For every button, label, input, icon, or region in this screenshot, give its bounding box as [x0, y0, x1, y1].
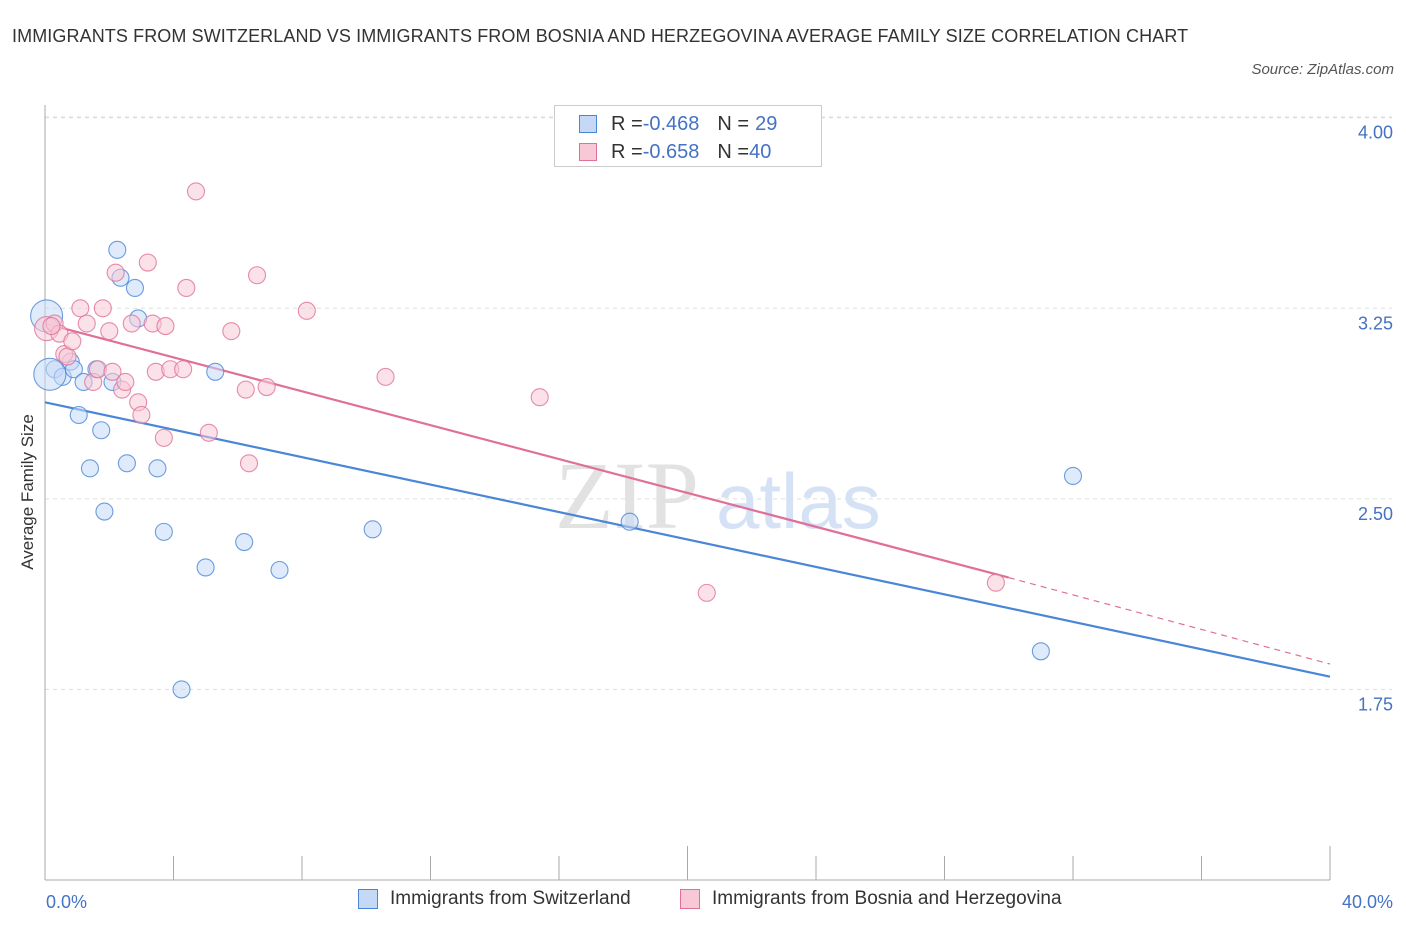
n-label: N =: [717, 140, 750, 163]
y-tick-label: 4.00: [1358, 123, 1393, 143]
trend-lines: [44, 322, 1331, 678]
chart-title: IMMIGRANTS FROM SWITZERLAND VS IMMIGRANT…: [12, 26, 1189, 46]
data-point-bosnia: [116, 372, 135, 392]
legend-item-bosnia: Immigrants from Bosnia and Herzegovina: [680, 888, 1062, 910]
n-value: 29: [755, 112, 778, 135]
legend-swatch-bosnia: [680, 889, 700, 909]
data-point-bosnia: [297, 301, 316, 320]
stats-row-bosnia: R = -0.658 N = 40: [579, 139, 771, 165]
data-point-bosnia: [42, 317, 61, 336]
data-point-bosnia: [71, 299, 90, 318]
y-axis-title: Average Family Size: [18, 414, 37, 570]
stats-row-switzerland: R = -0.468 N = 29: [579, 111, 777, 137]
swatch-bosnia: [579, 143, 597, 161]
y-tick-label: 3.25: [1358, 313, 1393, 333]
data-point-switzerland: [620, 512, 639, 531]
data-point-bosnia: [154, 428, 173, 447]
x-tick-label-min: 0.0%: [46, 892, 87, 912]
data-point-switzerland: [270, 560, 289, 580]
data-point-switzerland: [154, 522, 173, 541]
data-point-bosnia: [177, 278, 196, 298]
data-point-bosnia: [186, 182, 206, 201]
data-point-switzerland: [148, 459, 167, 478]
r-label: R =: [611, 112, 643, 135]
data-point-switzerland: [117, 454, 136, 473]
watermark-zip: ZIP: [555, 442, 699, 549]
data-point-bosnia: [174, 360, 193, 379]
data-point-bosnia: [63, 332, 82, 351]
trend-extension-bosnia: [1008, 577, 1331, 665]
data-point-bosnia: [58, 347, 77, 366]
data-point-bosnia: [103, 362, 122, 381]
data-point-switzerland: [33, 357, 67, 391]
gridlines: [45, 116, 1392, 690]
y-tick-label: 1.75: [1358, 694, 1393, 714]
data-point-bosnia: [93, 299, 112, 318]
legend-label-bosnia: Immigrants from Bosnia and Herzegovina: [712, 888, 1062, 909]
data-point-switzerland: [125, 278, 144, 298]
data-point-switzerland: [108, 240, 127, 259]
n-value: 40: [749, 140, 772, 163]
stats-legend: R = -0.468 N = 29 R = -0.658 N = 40: [554, 105, 822, 167]
data-point-bosnia: [239, 454, 259, 473]
data-point-bosnia: [199, 423, 218, 442]
y-tick-label: 2.50: [1358, 504, 1393, 524]
data-point-switzerland: [363, 520, 382, 539]
r-value: -0.658: [642, 140, 700, 163]
source-label: Source: ZipAtlas.com: [1251, 61, 1394, 78]
trend-line-switzerland: [44, 401, 1331, 678]
axes: [44, 105, 1331, 881]
data-point-switzerland: [1063, 466, 1083, 486]
data-point-bosnia: [138, 253, 157, 272]
x-tick-label-max: 40.0%: [1342, 892, 1393, 912]
data-point-switzerland: [206, 362, 225, 381]
data-point-bosnia: [222, 322, 241, 341]
watermark-atlas: atlas: [716, 457, 881, 545]
data-point-switzerland: [172, 680, 191, 699]
data-point-bosnia: [530, 388, 549, 407]
data-point-bosnia: [376, 367, 395, 386]
data-point-bosnia: [236, 380, 255, 399]
x-tick-labels: 0.0% 40.0%: [46, 892, 1393, 912]
data-point-switzerland: [1031, 642, 1050, 661]
y-tick-labels: 1.75 2.50 3.25 4.00: [1358, 123, 1393, 715]
data-point-bosnia: [247, 266, 267, 285]
data-point-switzerland: [69, 405, 88, 425]
data-point-bosnia: [122, 314, 141, 333]
data-point-bosnia: [100, 322, 119, 341]
data-point-switzerland: [80, 459, 100, 478]
data-point-switzerland: [235, 532, 254, 552]
data-point-switzerland: [92, 421, 111, 440]
data-point-bosnia: [986, 573, 1005, 592]
data-point-switzerland: [196, 558, 215, 577]
data-points: [30, 182, 1083, 699]
data-point-bosnia: [257, 377, 276, 397]
data-point-bosnia: [132, 405, 151, 425]
n-label: N =: [717, 112, 750, 135]
legend-item-switzerland: Immigrants from Switzerland: [358, 888, 631, 910]
data-point-bosnia: [697, 583, 716, 602]
data-point-bosnia: [156, 317, 175, 336]
swatch-switzerland: [579, 115, 597, 133]
legend-swatch-switzerland: [358, 889, 378, 909]
r-value: -0.468: [642, 112, 700, 135]
series-legend: Immigrants from Switzerland Immigrants f…: [0, 888, 1406, 916]
legend-label-switzerland: Immigrants from Switzerland: [390, 888, 631, 909]
data-point-bosnia: [77, 314, 96, 333]
data-point-switzerland: [95, 502, 114, 521]
r-label: R =: [611, 140, 643, 163]
data-point-bosnia: [106, 263, 125, 282]
watermark: ZIP atlas: [555, 442, 881, 549]
trend-line-bosnia: [44, 322, 1010, 579]
